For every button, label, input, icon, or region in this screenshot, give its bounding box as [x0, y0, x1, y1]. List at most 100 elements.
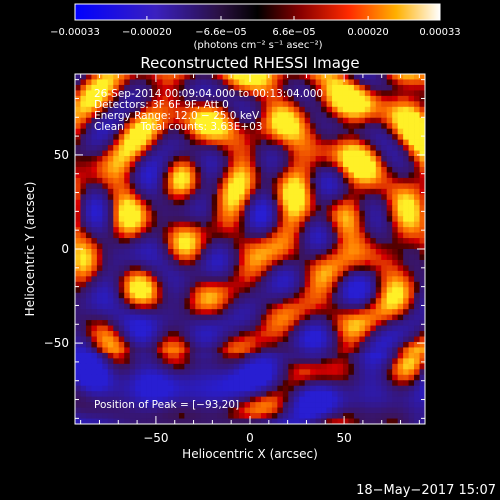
heatmap-cell: [206, 287, 213, 294]
heatmap-cell: [277, 188, 284, 195]
heatmap-cell: [353, 369, 360, 376]
heatmap-cell: [326, 287, 333, 294]
heatmap-cell: [85, 227, 92, 233]
heatmap-cell: [118, 249, 125, 255]
heatmap-cell: [124, 134, 131, 140]
heatmap-cell: [392, 259, 399, 266]
heatmap-cell: [408, 177, 415, 184]
heatmap-cell: [173, 358, 180, 365]
heatmap-cell: [146, 210, 152, 217]
heatmap-cell: [370, 84, 377, 91]
heatmap-cell: [162, 391, 169, 398]
heatmap-cell: [146, 156, 152, 162]
heatmap-cell: [337, 150, 344, 157]
heatmap-cell: [403, 254, 409, 261]
heatmap-cell: [321, 161, 327, 168]
heatmap-cell: [337, 79, 344, 86]
heatmap-cell: [167, 106, 174, 113]
heatmap-cell: [288, 101, 295, 108]
heatmap-cell: [315, 259, 322, 266]
heatmap-cell: [206, 123, 213, 130]
heatmap-cell: [113, 303, 120, 310]
heatmap-cell: [157, 106, 163, 113]
heatmap-cell: [299, 117, 306, 124]
heatmap-cell: [222, 380, 229, 387]
heatmap-cell: [222, 161, 229, 168]
heatmap-cell: [315, 347, 322, 354]
heatmap-cell: [326, 292, 333, 299]
heatmap-cell: [260, 336, 267, 343]
heatmap-cell: [288, 145, 295, 151]
heatmap-cell: [124, 265, 131, 272]
heatmap-cell: [337, 177, 344, 184]
heatmap-cell: [260, 325, 267, 332]
heatmap-cell: [178, 139, 185, 146]
heatmap-cell: [113, 134, 120, 140]
heatmap-cell: [419, 238, 426, 244]
heatmap-cell: [244, 331, 251, 337]
heatmap-cell: [299, 123, 306, 130]
heatmap-cell: [85, 117, 92, 124]
heatmap-cell: [260, 145, 267, 151]
heatmap-cell: [370, 183, 377, 190]
heatmap-cell: [195, 380, 202, 387]
heatmap-cell: [277, 232, 284, 239]
heatmap-cell: [124, 205, 131, 212]
heatmap-cell: [124, 396, 131, 403]
heatmap-cell: [414, 309, 420, 315]
heatmap-cell: [189, 380, 196, 387]
heatmap-cell: [260, 95, 267, 102]
heatmap-cell: [135, 391, 141, 398]
heatmap-cell: [342, 177, 349, 184]
heatmap-cell: [91, 309, 98, 315]
heatmap-cell: [173, 150, 180, 157]
heatmap-cell: [348, 194, 355, 201]
heatmap-cell: [189, 391, 196, 398]
heatmap-cell: [375, 183, 382, 190]
heatmap-cell: [359, 314, 366, 321]
heatmap-cell: [140, 243, 147, 250]
heatmap-cell: [277, 84, 284, 91]
heatmap-cell: [353, 227, 360, 233]
heatmap-cell: [419, 172, 426, 179]
heatmap-cell: [266, 341, 273, 348]
heatmap-cell: [167, 276, 174, 283]
heatmap-cell: [348, 139, 355, 146]
heatmap-cell: [266, 363, 273, 370]
heatmap-cell: [260, 238, 267, 244]
heatmap-cell: [375, 331, 382, 337]
heatmap-cell: [375, 221, 382, 228]
heatmap-cell: [288, 84, 295, 91]
heatmap-cell: [228, 166, 234, 173]
heatmap-cell: [146, 396, 152, 403]
heatmap-cell: [271, 413, 278, 419]
heatmap-cell: [200, 358, 207, 365]
heatmap-cell: [124, 270, 131, 277]
heatmap-cell: [277, 221, 284, 228]
heatmap-cell: [310, 292, 316, 299]
heatmap-cell: [118, 227, 125, 233]
heatmap-cell: [315, 232, 322, 239]
heatmap-cell: [167, 79, 174, 86]
heatmap-cell: [107, 325, 114, 332]
heatmap-cell: [135, 363, 141, 370]
heatmap-cell: [397, 336, 404, 343]
heatmap-cell: [293, 172, 300, 179]
heatmap-cell: [337, 199, 344, 206]
heatmap-cell: [195, 418, 202, 425]
annotation-time-range: 26-Sep-2014 00:09:04.000 to 00:13:04.000: [94, 88, 323, 100]
heatmap-cell: [151, 177, 158, 184]
heatmap-cell: [364, 139, 371, 146]
heatmap-cell: [403, 232, 409, 239]
heatmap-cell: [184, 216, 191, 223]
heatmap-cell: [364, 347, 371, 354]
heatmap-cell: [250, 413, 256, 419]
heatmap-cell: [414, 199, 420, 206]
heatmap-cell: [151, 363, 158, 370]
heatmap-cell: [217, 265, 224, 272]
heatmap-cell: [173, 194, 180, 201]
heatmap-cell: [348, 227, 355, 233]
heatmap-cell: [102, 112, 109, 119]
heatmap-cell: [162, 106, 169, 113]
heatmap-cell: [239, 407, 245, 414]
